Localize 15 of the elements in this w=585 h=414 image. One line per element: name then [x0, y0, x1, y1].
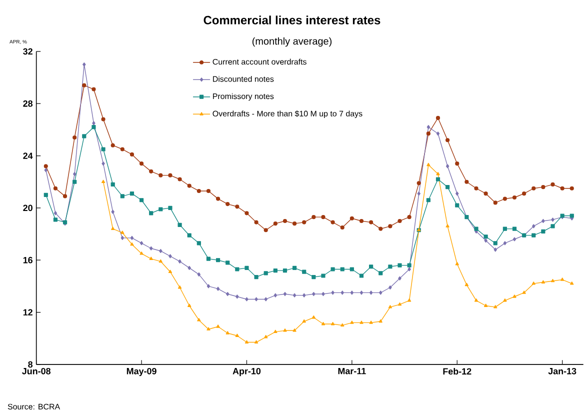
x-tick-label: May-09: [126, 368, 156, 376]
y-tick-label: 12: [23, 309, 32, 316]
y-tick-label: 28: [23, 100, 33, 107]
y-tick-label: 16: [23, 256, 32, 264]
x-tick-label: Apr-10: [232, 368, 261, 376]
x-tick-label: Jan-13: [548, 368, 576, 374]
x-tick-label: Feb-12: [443, 368, 472, 375]
x-tick-label: Mar-11: [338, 368, 366, 374]
x-tick-label: Jun-08: [22, 368, 51, 374]
chart-subtitle: (monthly average): [252, 37, 332, 47]
y-tick-label: 20: [23, 204, 32, 212]
chart-title: Commercial lines interest rates: [204, 16, 380, 24]
y-tick-label: 8: [28, 361, 33, 368]
y-tick-label: 24: [23, 152, 33, 159]
y-tick-label: 32: [23, 48, 32, 55]
